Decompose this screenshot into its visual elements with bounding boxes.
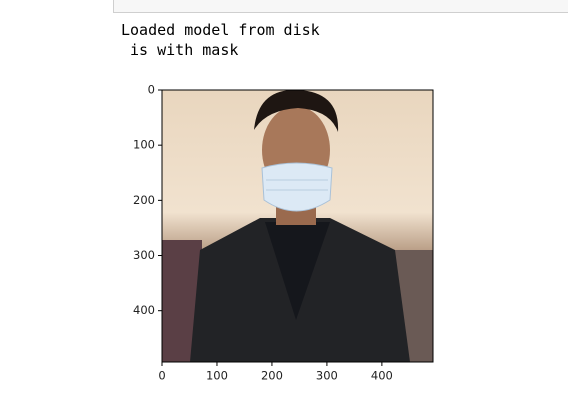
output-line: is with mask <box>121 41 239 59</box>
x-tick-label: 100 <box>206 369 228 383</box>
y-tick-label: 200 <box>133 193 155 207</box>
y-tick-label: 100 <box>133 138 155 152</box>
code-cell[interactable] <box>113 0 568 13</box>
x-tick-label: 400 <box>371 369 393 383</box>
y-tick-label: 400 <box>133 303 155 317</box>
photo <box>162 90 433 362</box>
y-tick-label: 300 <box>133 248 155 262</box>
y-tick-label: 0 <box>148 83 155 97</box>
x-tick-label: 300 <box>316 369 338 383</box>
output-line: Loaded model from disk <box>121 21 320 39</box>
x-tick-label: 200 <box>261 369 283 383</box>
x-tick-label: 0 <box>158 369 165 383</box>
